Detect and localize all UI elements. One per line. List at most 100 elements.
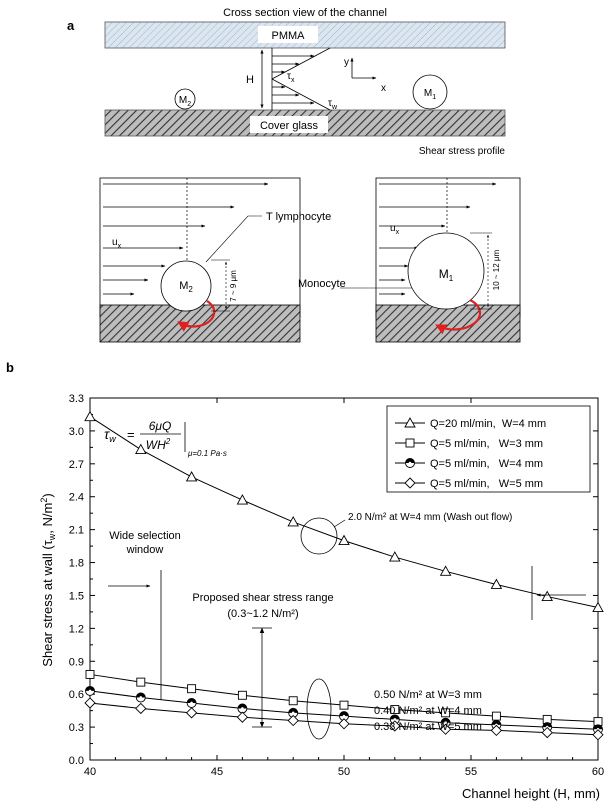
- data-point: [135, 692, 146, 703]
- svg-text:6μQ: 6μQ: [149, 419, 172, 433]
- ux-label-right: ux: [390, 223, 400, 236]
- x-tick-label: 45: [211, 766, 223, 778]
- data-point: [288, 696, 298, 706]
- data-point: [185, 471, 198, 482]
- data-point: [185, 707, 198, 719]
- annot-low-w4: 0.40 N/m² at W=4 mm: [374, 705, 482, 717]
- annot-window-line1: Wide selection: [109, 530, 181, 542]
- y-axis-title: Shear stress at wall (τw, N/m2): [39, 493, 57, 666]
- cover-glass-label-bg: [250, 116, 328, 133]
- annot-low-w5: 0.33 N/m² at W=5 mm: [374, 721, 482, 733]
- x-axis-title: Channel height (H, mm): [462, 786, 600, 801]
- legend-item: Q=5 ml/min, W=4 mm: [395, 458, 543, 470]
- legend-item: Q=20 ml/min, W=4 mm: [395, 417, 546, 430]
- legend-label: Q=20 ml/min, W=4 mm: [430, 418, 546, 430]
- legend: Q=20 ml/min, W=4 mm Q=5 ml/min, W=3 mm Q=5…: [395, 417, 546, 490]
- y-tick-label: 0.3: [69, 722, 84, 734]
- data-point: [490, 724, 503, 737]
- data-point: [441, 708, 451, 718]
- y-tick-label: 0.0: [69, 755, 84, 767]
- data-point: [592, 729, 604, 741]
- svg-text:=: =: [127, 427, 135, 442]
- data-point: [338, 534, 350, 546]
- data-point: [187, 684, 197, 694]
- legend-label: Q=5 ml/min, W=4 mm: [430, 458, 543, 470]
- low-flow-ellipse: [306, 678, 332, 740]
- m2-detail-label: M2: [179, 280, 193, 294]
- data-point: [237, 703, 248, 714]
- rotation-arrow-small: [177, 300, 216, 332]
- t-lymphocyte-label: T lymphocyte: [266, 211, 331, 223]
- data-point: [390, 705, 400, 714]
- series-triangle: [84, 410, 604, 612]
- svg-text:μ=0.1 Pa·s: μ=0.1 Pa·s: [187, 449, 227, 458]
- y-tick-label: 0.9: [69, 656, 84, 668]
- data-point: [85, 669, 95, 679]
- panel-a: a Cross section view of the channel PMMA…: [67, 7, 521, 343]
- panel-a-title: Cross section view of the channel: [223, 7, 387, 19]
- annot-wash-out: 2.0 N/m² at W=4 mm (Wash out flow): [348, 512, 512, 523]
- data-point: [592, 601, 604, 612]
- annot-window-line2: window: [126, 544, 164, 556]
- x-tick-label: 50: [338, 766, 350, 778]
- pmma-label: PMMA: [272, 30, 306, 42]
- profile-arrows: [272, 54, 315, 105]
- x-axis-label: x: [381, 83, 386, 94]
- height-label: H: [246, 74, 254, 86]
- annot-range-line1: Proposed shear stress range: [192, 592, 333, 604]
- legend-marker: [404, 417, 416, 428]
- data-point: [389, 714, 400, 725]
- rotation-arrow-large: [435, 299, 482, 335]
- data-point: [541, 590, 553, 602]
- data-point: [491, 711, 501, 721]
- data-point: [338, 718, 350, 730]
- y-tick-label: 1.8: [69, 558, 84, 570]
- y-tick-label: 2.1: [69, 525, 84, 537]
- annotations: 2.0 N/m² at W=4 mm (Wash out flow) Wide …: [108, 512, 586, 740]
- data-point: [287, 516, 299, 527]
- legend-item: Q=5 ml/min, W=3 mm: [395, 438, 543, 450]
- svg-text:τw: τw: [104, 426, 116, 444]
- m2-cell-detail: [160, 260, 212, 312]
- data-point: [135, 702, 147, 715]
- x-tick-label: 40: [84, 766, 96, 778]
- cover-glass-label: Cover glass: [260, 120, 319, 132]
- data-point: [389, 551, 401, 562]
- data-point: [339, 711, 349, 722]
- legend-label: Q=5 ml/min, W=5 mm: [430, 478, 543, 490]
- pmma-label-bg: [258, 26, 318, 43]
- y-tick-label: 1.5: [69, 590, 84, 602]
- data-point: [439, 565, 452, 576]
- panel-a-label: a: [67, 18, 75, 33]
- data-point: [85, 685, 95, 696]
- m2-cell: [174, 88, 196, 110]
- size-label-small: 7 ~ 9 μm: [229, 270, 238, 302]
- data-point: [84, 697, 96, 709]
- ux-label-left: ux: [112, 237, 122, 250]
- panel-b-label: b: [6, 360, 14, 375]
- data-point: [440, 717, 451, 728]
- legend-label: Q=5 ml/min, W=3 mm: [430, 438, 543, 450]
- wash-out-circle: [300, 517, 338, 555]
- profile-upper-line: [271, 47, 331, 80]
- data-point: [236, 711, 249, 723]
- m1-detail-label: M1: [439, 267, 454, 283]
- tau-w-label: τw: [328, 98, 338, 111]
- data-point: [339, 700, 349, 710]
- series-diamond: [84, 697, 604, 741]
- data-point: [287, 714, 299, 727]
- monocyte-label: Monocyte: [298, 278, 346, 290]
- y-tick-label: 3.3: [69, 393, 84, 405]
- m2-label: M2: [179, 95, 191, 108]
- axis-ticks: 0.0 0.3 0.6 0.9 1.2 1.5 1.8 2.1 2.4 2.7 3.0 3.3 40 45…: [69, 393, 604, 778]
- annot-range-line2: (0.3~1.2 N/m²): [227, 608, 298, 620]
- detail-box-large-cell: M1 ux 10 ~ 12 μm: [375, 177, 521, 343]
- y-axis-label: y: [344, 57, 349, 68]
- data-point: [389, 720, 401, 732]
- data-point: [237, 690, 247, 700]
- y-tick-label: 2.7: [69, 459, 84, 471]
- series-layer: [84, 410, 604, 741]
- legend-item: Q=5 ml/min, W=5 mm: [395, 477, 543, 490]
- data-point: [490, 578, 503, 589]
